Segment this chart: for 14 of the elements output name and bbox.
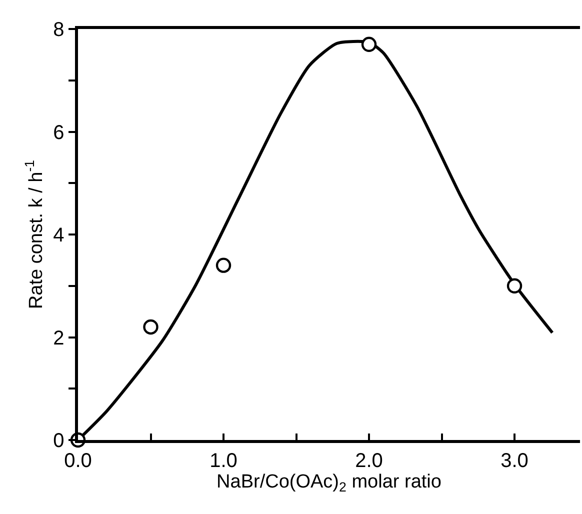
point bbox=[216, 258, 232, 273]
y-tick-label: 6 bbox=[53, 122, 64, 144]
x-tick-label: 0.0 bbox=[64, 450, 92, 472]
point bbox=[143, 319, 158, 335]
point bbox=[361, 36, 377, 52]
y-tick-label: 2 bbox=[53, 327, 64, 350]
x-tick-label: 2.0 bbox=[355, 450, 383, 472]
x-axis-title: NaBr/Co(OAc)$_{2}$ molar ratio bbox=[216, 472, 442, 495]
point bbox=[506, 278, 522, 294]
y-tick-label: 4 bbox=[53, 224, 64, 246]
y-tick-label: 0 bbox=[53, 430, 64, 452]
y-tick-label: 8 bbox=[53, 19, 64, 41]
x-tick-label: 3.0 bbox=[500, 450, 528, 472]
x-tick-label: 1.0 bbox=[210, 450, 238, 472]
